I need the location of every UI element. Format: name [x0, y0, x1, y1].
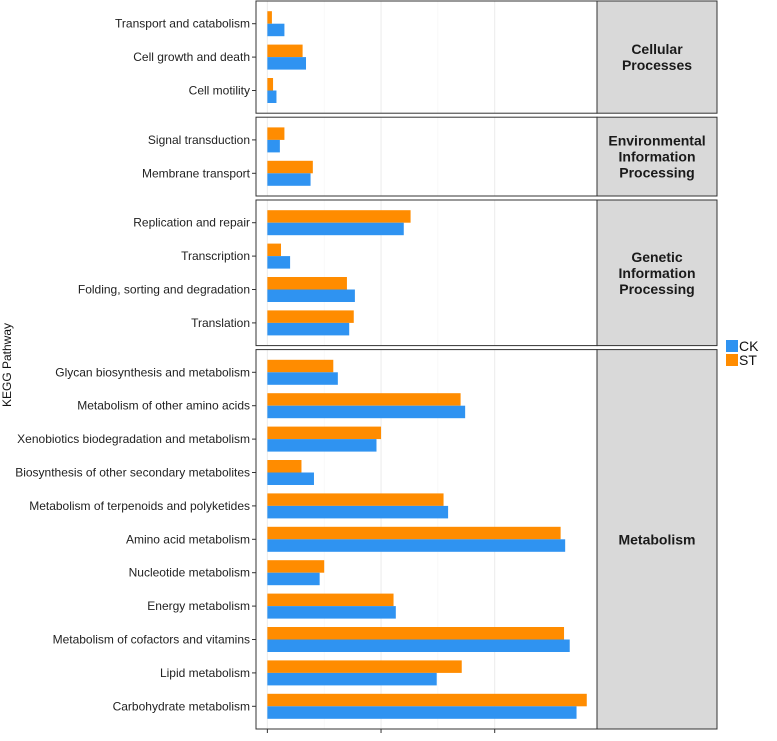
bar-st-folding-sorting-and-degradation [267, 277, 347, 290]
y-tick-label: Lipid metabolism [160, 666, 250, 680]
bar-ck-folding-sorting-and-degradation [267, 289, 355, 302]
bar-ck-replication-and-repair [267, 222, 404, 236]
bar-st-membrane-transport [267, 160, 313, 174]
bar-ck-translation [267, 322, 350, 336]
bar-st-cell-growth-and-death [267, 44, 303, 58]
facet-label: Processes [622, 57, 692, 73]
bar-ck-metabolism-of-cofactors-and-vitamins [267, 639, 570, 652]
bar-ck-metabolism-of-other-amino-acids [267, 405, 466, 419]
y-tick-label: Nucleotide metabolism [129, 566, 250, 580]
y-tick-label: Metabolism of cofactors and vitamins [53, 633, 250, 647]
y-tick-label: Carbohydrate metabolism [113, 699, 250, 713]
bar-st-nucleotide-metabolism [267, 560, 325, 573]
y-tick-label: Folding, sorting and degradation [78, 283, 250, 297]
bar-ck-lipid-metabolism [267, 672, 437, 686]
bar-ck-xenobiotics-biodegradation-and-metabolism [267, 439, 377, 452]
bar-ck-metabolism-of-terpenoids-and-polyketides [267, 505, 449, 519]
bar-ck-energy-metabolism [267, 606, 396, 619]
y-tick-label: Energy metabolism [147, 599, 250, 613]
facet-label: Cellular [631, 41, 683, 57]
bar-st-signal-transduction [267, 127, 285, 140]
facet-label: Environmental [608, 133, 705, 149]
bar-ck-cell-motility [267, 90, 277, 103]
y-tick-label: Xenobiotics biodegradation and metabolis… [17, 432, 250, 446]
y-tick-label: Cell motility [189, 84, 250, 98]
y-tick-label: Glycan biosynthesis and metabolism [55, 365, 250, 379]
bar-ck-nucleotide-metabolism [267, 572, 320, 586]
panel-background [256, 117, 597, 196]
facet-label: Processing [619, 165, 694, 181]
bar-st-metabolism-of-cofactors-and-vitamins [267, 627, 565, 640]
bar-st-carbohydrate-metabolism [267, 693, 587, 707]
panel-background [256, 1, 597, 114]
y-axis-title: KEGG Pathway [0, 323, 14, 407]
bar-st-translation [267, 310, 354, 323]
facet-label: Information [619, 149, 696, 165]
legend-swatch-ck [726, 340, 738, 352]
y-tick-label: Signal transduction [148, 133, 250, 147]
bar-st-amino-acid-metabolism [267, 526, 561, 540]
y-tick-label: Transcription [181, 249, 250, 263]
facet-label: Metabolism [618, 531, 695, 547]
bar-ck-amino-acid-metabolism [267, 539, 566, 552]
facet-strip [596, 199, 718, 347]
bar-ck-cell-growth-and-death [267, 57, 307, 70]
y-tick-label: Biosynthesis of other secondary metaboli… [15, 466, 250, 480]
facet-label: Processing [619, 281, 694, 297]
y-tick-label: Cell growth and death [133, 50, 250, 64]
bar-st-lipid-metabolism [267, 660, 462, 673]
facet-strip [596, 349, 718, 730]
bar-ck-transcription [267, 256, 291, 269]
bar-ck-biosynthesis-of-other-secondary-metabolites [267, 472, 314, 485]
y-tick-label: Transport and catabolism [115, 17, 250, 31]
bar-st-transcription [267, 243, 282, 257]
legend-label-st: ST [739, 352, 757, 368]
legend-label-ck: CK [739, 338, 759, 354]
bar-ck-transport-and-catabolism [267, 23, 285, 37]
legend-swatch-st [726, 354, 738, 366]
bar-st-transport-and-catabolism [267, 11, 272, 24]
bar-st-replication-and-repair [267, 210, 411, 223]
bar-ck-glycan-biosynthesis-and-metabolism [267, 372, 338, 385]
y-tick-label: Amino acid metabolism [126, 532, 250, 546]
bar-st-xenobiotics-biodegradation-and-metabolism [267, 426, 382, 440]
bar-ck-membrane-transport [267, 173, 311, 186]
bar-st-cell-motility [267, 78, 274, 91]
bar-ck-carbohydrate-metabolism [267, 706, 577, 719]
y-tick-label: Translation [191, 316, 250, 330]
bar-st-biosynthesis-of-other-secondary-metabolites [267, 460, 302, 473]
y-tick-label: Metabolism of terpenoids and polyketides [29, 499, 250, 513]
bar-st-energy-metabolism [267, 593, 394, 607]
bar-st-glycan-biosynthesis-and-metabolism [267, 359, 334, 373]
bar-st-metabolism-of-terpenoids-and-polyketides [267, 493, 444, 506]
facet-label: Genetic [631, 249, 683, 265]
bar-ck-signal-transduction [267, 139, 280, 153]
y-tick-label: Metabolism of other amino acids [77, 399, 250, 413]
y-tick-label: Replication and repair [133, 216, 250, 230]
facet-strip [596, 116, 718, 197]
facet-strip [596, 0, 718, 114]
bar-st-metabolism-of-other-amino-acids [267, 393, 461, 406]
facet-label: Information [619, 265, 696, 281]
y-tick-label: Membrane transport [142, 166, 251, 180]
